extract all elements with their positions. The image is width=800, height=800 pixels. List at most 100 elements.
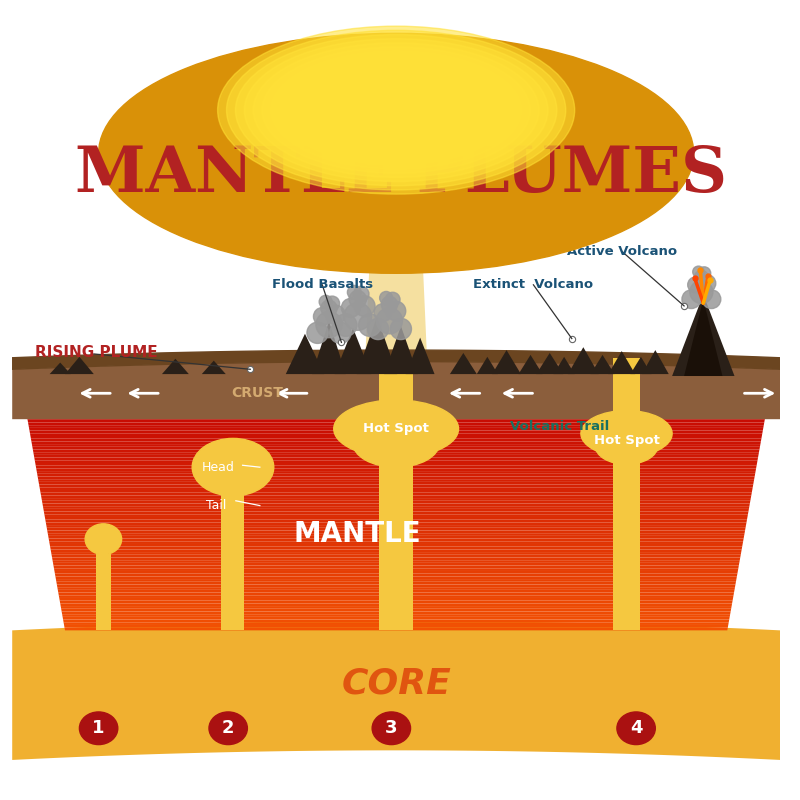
Text: MANTLE: MANTLE [294,520,422,548]
Polygon shape [96,554,111,630]
Ellipse shape [378,102,414,118]
Polygon shape [34,452,759,455]
Ellipse shape [382,147,411,159]
Polygon shape [53,560,740,563]
Polygon shape [477,357,498,374]
Circle shape [682,290,701,309]
Polygon shape [32,444,761,446]
Ellipse shape [344,132,448,174]
Ellipse shape [79,712,118,745]
Ellipse shape [143,51,649,255]
Polygon shape [50,550,742,552]
Polygon shape [56,582,736,585]
Text: Hot Spot: Hot Spot [594,434,659,447]
Polygon shape [32,446,760,450]
Polygon shape [34,455,758,458]
Polygon shape [42,498,751,501]
Polygon shape [34,458,758,460]
Ellipse shape [235,34,557,186]
Ellipse shape [181,66,612,240]
Polygon shape [37,471,756,474]
Circle shape [321,300,337,317]
Polygon shape [46,528,746,530]
Ellipse shape [359,138,434,168]
Ellipse shape [233,87,560,219]
Polygon shape [36,468,756,471]
Text: 1: 1 [92,719,105,738]
Ellipse shape [136,48,657,258]
Polygon shape [45,517,747,520]
Circle shape [698,267,710,280]
Ellipse shape [225,84,567,222]
Polygon shape [27,417,766,420]
Ellipse shape [218,26,574,194]
Polygon shape [41,493,752,495]
Polygon shape [55,574,738,576]
Polygon shape [31,442,761,444]
Polygon shape [379,419,414,630]
Polygon shape [450,353,477,374]
Ellipse shape [325,77,467,144]
Text: Hot Spot: Hot Spot [363,422,429,435]
Polygon shape [63,622,729,625]
Ellipse shape [106,36,686,270]
Polygon shape [29,425,764,428]
Text: Volcanic Trail: Volcanic Trail [510,420,609,434]
Polygon shape [30,434,762,436]
Polygon shape [384,326,418,374]
Polygon shape [60,601,733,603]
Ellipse shape [322,123,470,183]
Ellipse shape [150,54,642,252]
Circle shape [694,270,709,285]
Ellipse shape [98,34,694,274]
Ellipse shape [361,94,432,127]
Polygon shape [518,355,542,374]
Circle shape [354,286,369,302]
Polygon shape [222,486,245,630]
Polygon shape [28,422,764,425]
Polygon shape [50,546,742,550]
Text: 4: 4 [630,719,642,738]
Polygon shape [334,328,371,374]
Circle shape [316,311,342,338]
Circle shape [386,302,406,321]
Polygon shape [38,482,754,485]
Circle shape [690,281,713,303]
Circle shape [367,318,389,339]
Polygon shape [43,506,750,509]
Ellipse shape [210,78,582,228]
Circle shape [382,296,398,313]
Ellipse shape [617,712,655,745]
Polygon shape [33,450,759,452]
Polygon shape [63,619,730,622]
Ellipse shape [262,99,530,207]
Polygon shape [38,477,754,479]
Ellipse shape [292,111,500,195]
Polygon shape [613,358,640,419]
Circle shape [344,302,371,330]
Ellipse shape [255,96,538,210]
Circle shape [342,298,360,318]
Ellipse shape [280,55,512,165]
Polygon shape [64,625,728,628]
Ellipse shape [387,106,405,114]
Circle shape [390,318,411,339]
Ellipse shape [299,114,493,192]
Ellipse shape [298,64,494,156]
Ellipse shape [166,60,626,246]
Text: Flood Basalts: Flood Basalts [272,278,373,291]
Ellipse shape [334,81,458,139]
Polygon shape [49,542,743,544]
Circle shape [374,304,392,322]
Text: Extinct  Volcano: Extinct Volcano [474,278,594,291]
Polygon shape [37,474,755,477]
Polygon shape [51,554,741,558]
Circle shape [698,274,716,292]
Ellipse shape [173,63,619,243]
Ellipse shape [121,42,671,264]
Polygon shape [41,495,751,498]
Ellipse shape [202,75,590,231]
Polygon shape [47,530,745,533]
Circle shape [334,314,357,336]
Polygon shape [43,509,749,511]
